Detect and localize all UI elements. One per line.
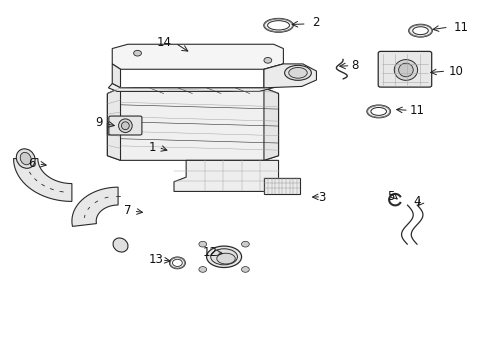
Ellipse shape bbox=[210, 249, 237, 265]
Text: 8: 8 bbox=[351, 59, 358, 72]
Text: 6: 6 bbox=[28, 157, 35, 170]
Circle shape bbox=[133, 50, 141, 56]
Text: 12: 12 bbox=[203, 246, 218, 258]
Circle shape bbox=[241, 241, 249, 247]
Ellipse shape bbox=[366, 105, 389, 118]
Text: 1: 1 bbox=[148, 141, 156, 154]
Ellipse shape bbox=[20, 152, 31, 165]
Text: 11: 11 bbox=[453, 21, 468, 33]
Text: 4: 4 bbox=[412, 195, 420, 208]
Polygon shape bbox=[264, 64, 283, 88]
Polygon shape bbox=[107, 118, 120, 135]
Polygon shape bbox=[264, 64, 316, 88]
Ellipse shape bbox=[267, 21, 289, 30]
Text: 11: 11 bbox=[409, 104, 424, 117]
Polygon shape bbox=[112, 64, 120, 88]
Ellipse shape bbox=[412, 27, 427, 35]
Ellipse shape bbox=[16, 149, 35, 168]
Ellipse shape bbox=[408, 24, 431, 37]
Ellipse shape bbox=[172, 259, 182, 266]
Ellipse shape bbox=[288, 67, 306, 78]
FancyBboxPatch shape bbox=[109, 116, 142, 135]
FancyBboxPatch shape bbox=[377, 51, 431, 87]
Ellipse shape bbox=[370, 108, 386, 115]
Text: 7: 7 bbox=[124, 204, 131, 217]
Polygon shape bbox=[72, 187, 118, 226]
Polygon shape bbox=[174, 160, 278, 192]
Ellipse shape bbox=[216, 253, 235, 264]
Text: 3: 3 bbox=[318, 192, 325, 204]
Text: 10: 10 bbox=[448, 64, 463, 77]
Circle shape bbox=[199, 266, 206, 272]
Polygon shape bbox=[107, 88, 278, 160]
Circle shape bbox=[241, 266, 249, 272]
Circle shape bbox=[199, 241, 206, 247]
Ellipse shape bbox=[118, 119, 132, 132]
Polygon shape bbox=[107, 88, 120, 160]
Polygon shape bbox=[108, 82, 283, 91]
Ellipse shape bbox=[169, 257, 185, 269]
Ellipse shape bbox=[264, 18, 292, 32]
Ellipse shape bbox=[206, 246, 241, 267]
Text: 13: 13 bbox=[148, 253, 163, 266]
Ellipse shape bbox=[121, 122, 129, 130]
Ellipse shape bbox=[398, 63, 412, 77]
Polygon shape bbox=[264, 178, 300, 194]
Text: 5: 5 bbox=[386, 190, 393, 203]
Ellipse shape bbox=[393, 60, 417, 80]
Text: 14: 14 bbox=[157, 36, 171, 49]
Ellipse shape bbox=[284, 65, 311, 80]
Ellipse shape bbox=[113, 238, 128, 252]
Text: 9: 9 bbox=[95, 116, 102, 129]
Polygon shape bbox=[14, 158, 72, 202]
Text: 2: 2 bbox=[312, 16, 320, 29]
Polygon shape bbox=[264, 88, 278, 160]
Circle shape bbox=[264, 58, 271, 63]
Polygon shape bbox=[112, 44, 283, 69]
